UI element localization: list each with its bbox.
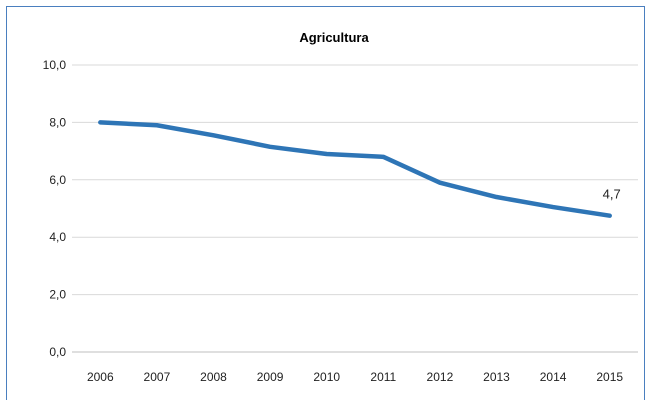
- y-axis-ticks: 0,0 2,0 4,0 6,0 8,0 10,0: [43, 58, 67, 359]
- data-labels: 4,7: [603, 187, 621, 202]
- y-tick-label: 10,0: [43, 58, 67, 72]
- x-tick-label: 2009: [257, 370, 284, 384]
- data-label: 4,7: [603, 187, 621, 202]
- series-group: [100, 122, 609, 215]
- x-axis-ticks: 2006 2007 2008 2009 2010 2011 2012 2013 2014 2015: [87, 370, 623, 384]
- y-tick-label: 8,0: [49, 115, 66, 129]
- y-tick-label: 4,0: [49, 230, 66, 244]
- x-tick-label: 2012: [427, 370, 454, 384]
- x-tick-label: 2014: [540, 370, 567, 384]
- x-tick-label: 2006: [87, 370, 114, 384]
- y-tick-label: 0,0: [49, 345, 66, 359]
- x-tick-label: 2011: [370, 370, 396, 384]
- series-line: [100, 122, 609, 215]
- x-tick-label: 2015: [596, 370, 623, 384]
- x-tick-label: 2008: [200, 370, 227, 384]
- x-tick-label: 2013: [483, 370, 510, 384]
- y-tick-label: 2,0: [49, 288, 66, 302]
- chart-title: Agricultura: [299, 30, 369, 45]
- x-tick-label: 2007: [144, 370, 171, 384]
- x-tick-label: 2010: [313, 370, 340, 384]
- y-tick-label: 6,0: [49, 173, 66, 187]
